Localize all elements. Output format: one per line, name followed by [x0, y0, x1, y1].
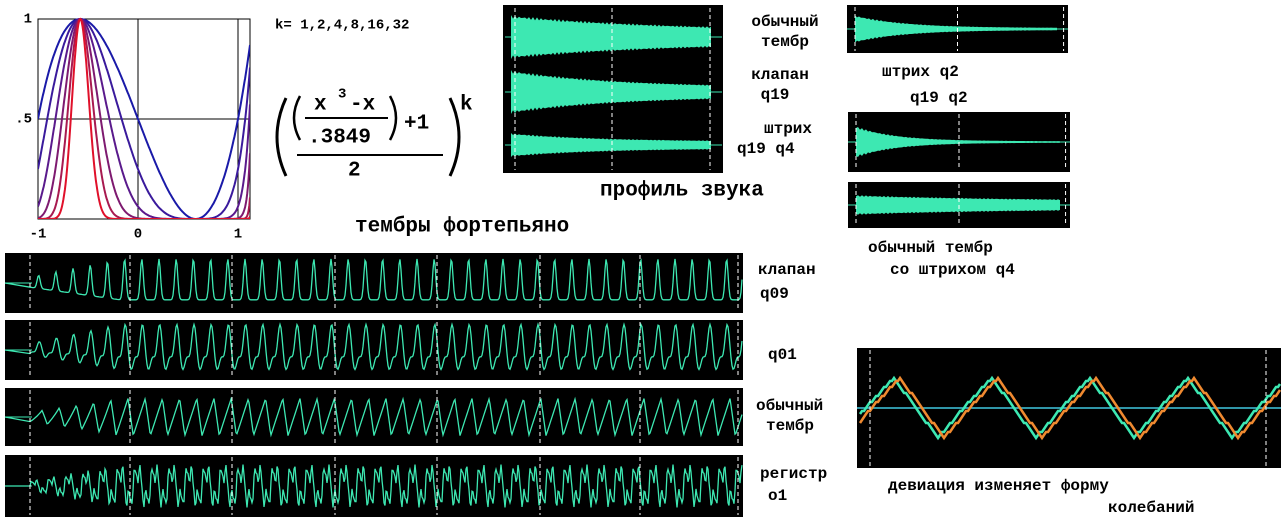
formula-power: k	[460, 94, 473, 117]
x-tick-label: 1	[234, 227, 242, 243]
deviation-wave	[858, 375, 1282, 441]
envelope	[856, 195, 1060, 215]
waveform	[5, 464, 743, 508]
waveform	[4, 322, 743, 371]
label: профиль звука	[600, 180, 764, 203]
formula-denominator: 2	[348, 160, 361, 183]
label: штрих	[764, 120, 812, 138]
label: со штрихом q4	[890, 261, 1015, 279]
y-tick-label: .5	[15, 112, 32, 128]
label: девиация изменяет форму	[888, 477, 1109, 495]
label: обычный	[756, 397, 823, 415]
curve	[38, 18, 250, 219]
label: q01	[768, 346, 797, 364]
formula-divisor: .3849	[308, 127, 371, 150]
curve	[38, 18, 250, 219]
label: q19	[761, 86, 790, 104]
paren	[448, 97, 461, 177]
x-tick-label: -1	[30, 227, 47, 243]
y-tick-label: 1	[24, 12, 32, 28]
label: тембр	[761, 33, 809, 51]
panel	[5, 388, 743, 446]
formula-plus: +1	[404, 113, 429, 136]
label: o1	[768, 487, 787, 505]
paren	[388, 95, 398, 141]
panel	[5, 320, 743, 380]
label: обычный тембр	[868, 239, 993, 257]
envelope	[856, 127, 1060, 157]
envelope	[511, 15, 711, 59]
envelope	[855, 15, 1057, 43]
deviation-wave	[858, 375, 1282, 441]
label: q09	[760, 285, 789, 303]
formula-x: x	[314, 94, 327, 117]
label: обычный	[751, 13, 818, 31]
label: колебаний	[1108, 499, 1194, 517]
label: тембр	[766, 417, 814, 435]
curve	[38, 17, 250, 219]
waveform	[4, 396, 743, 438]
label: клапан	[751, 66, 809, 84]
curve	[38, 17, 250, 219]
envelope	[511, 70, 711, 114]
formula-minus: -x	[350, 94, 376, 117]
waveform	[4, 258, 743, 301]
label: q19 q4	[737, 140, 795, 158]
paren	[292, 95, 302, 141]
paren	[275, 97, 288, 177]
label: штрих q2	[882, 63, 959, 81]
envelope	[511, 133, 711, 157]
label: q19 q2	[910, 89, 968, 107]
panel	[5, 253, 743, 313]
label: тембры фортепьяно	[355, 216, 569, 239]
label: клапан	[758, 261, 816, 279]
curve	[38, 17, 250, 219]
x-tick-label: 0	[134, 227, 142, 243]
formula-exp: 3	[338, 87, 346, 103]
label: регистр	[760, 465, 827, 483]
k-values: k= 1,2,4,8,16,32	[275, 18, 409, 34]
